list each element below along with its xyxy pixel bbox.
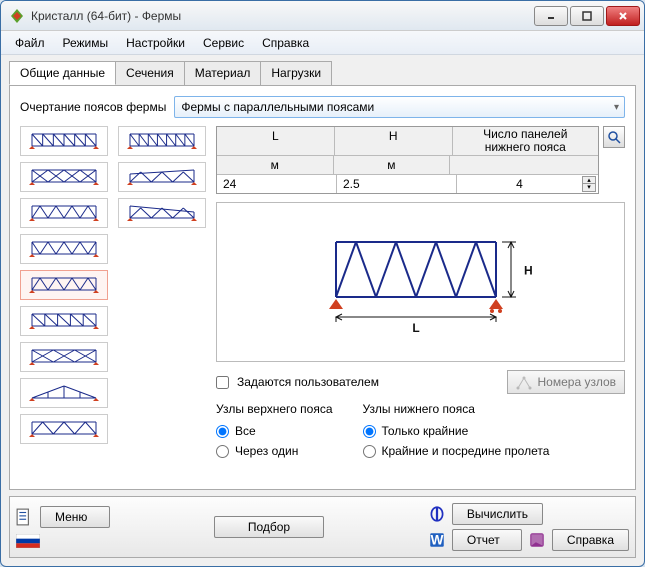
lower-nodes-group: Узлы нижнего пояса Только крайние Крайни… — [363, 402, 550, 458]
truss-thumb-5[interactable] — [20, 270, 108, 300]
report-button[interactable]: Отчет — [452, 529, 522, 551]
userdef-row: Задаются пользователем Номера узлов — [216, 370, 625, 394]
param-row: L H Число панелей нижнего пояса м м — [216, 126, 625, 194]
input-L[interactable]: 24 — [217, 175, 337, 193]
tab-loads[interactable]: Нагрузки — [260, 61, 332, 85]
lower-opt-ends[interactable]: Только крайние — [363, 424, 550, 438]
tab-general[interactable]: Общие данные — [9, 61, 116, 85]
button-bar-left: Меню — [16, 506, 110, 548]
app-window: Кристалл (64-бит) - Фермы Файл Режимы На… — [0, 0, 645, 567]
panels-spinner[interactable]: ▴▾ — [582, 176, 596, 192]
nodes-button[interactable]: Номера узлов — [507, 370, 626, 394]
truss-thumb-10[interactable] — [118, 126, 206, 156]
thumb-col-2 — [118, 126, 206, 479]
col-panels: Число панелей нижнего пояса — [453, 127, 598, 155]
menu-icon[interactable] — [16, 508, 34, 526]
compute-button[interactable]: Вычислить — [452, 503, 543, 525]
menu-button[interactable]: Меню — [40, 506, 110, 528]
param-table: L H Число панелей нижнего пояса м м — [216, 126, 599, 194]
magnify-button[interactable] — [603, 126, 625, 148]
minimize-button[interactable] — [534, 6, 568, 26]
thumb-col-1 — [20, 126, 108, 479]
podbor-button[interactable]: Подбор — [214, 516, 324, 538]
tab-sections[interactable]: Сечения — [115, 61, 185, 85]
button-bar: Меню Подбор Вычислить W Отчет Справка — [9, 496, 636, 558]
maximize-button[interactable] — [570, 6, 604, 26]
col-L: L — [217, 127, 335, 155]
menubar: Файл Режимы Настройки Сервис Справка — [1, 31, 644, 55]
menu-settings[interactable]: Настройки — [118, 33, 193, 53]
right-pane: L H Число панелей нижнего пояса м м — [216, 126, 625, 479]
lower-title: Узлы нижнего пояса — [363, 402, 550, 416]
tabstrip: Общие данные Сечения Материал Нагрузки — [9, 61, 636, 85]
outline-label: Очертание поясов фермы — [20, 100, 166, 114]
unit-H: м — [334, 156, 451, 174]
menu-help[interactable]: Справка — [254, 33, 317, 53]
truss-thumb-7[interactable] — [20, 342, 108, 372]
menu-modes[interactable]: Режимы — [55, 33, 117, 53]
outline-dropdown[interactable]: Фермы с параллельными поясами — [174, 96, 625, 118]
truss-thumb-12[interactable] — [118, 198, 206, 228]
truss-thumb-8[interactable] — [20, 378, 108, 408]
upper-title: Узлы верхнего пояса — [216, 402, 333, 416]
upper-nodes-group: Узлы верхнего пояса Все Через один — [216, 402, 333, 458]
radio-columns: Узлы верхнего пояса Все Через один Узлы … — [216, 402, 625, 458]
flag-icon[interactable] — [16, 534, 40, 548]
window-title: Кристалл (64-бит) - Фермы — [31, 9, 534, 23]
truss-preview: LH — [216, 202, 625, 362]
tab-panel: Очертание поясов фермы Фермы с параллель… — [9, 85, 636, 490]
client-area: Общие данные Сечения Материал Нагрузки О… — [1, 55, 644, 566]
button-bar-right: Вычислить W Отчет Справка — [428, 503, 629, 551]
svg-text:W: W — [431, 533, 444, 548]
titlebar: Кристалл (64-бит) - Фермы — [1, 1, 644, 31]
compute-icon — [428, 505, 446, 523]
col-H: H — [335, 127, 453, 155]
report-icon: W — [428, 531, 446, 549]
window-controls — [534, 6, 640, 26]
truss-thumb-11[interactable] — [118, 162, 206, 192]
body-area: L H Число панелей нижнего пояса м м — [20, 126, 625, 479]
truss-thumb-6[interactable] — [20, 306, 108, 336]
unit-L: м — [217, 156, 334, 174]
input-panels[interactable]: 4 ▴▾ — [457, 175, 598, 193]
userdef-label: Задаются пользователем — [237, 375, 379, 389]
close-button[interactable] — [606, 6, 640, 26]
truss-thumb-2[interactable] — [20, 162, 108, 192]
truss-thumb-4[interactable] — [20, 234, 108, 264]
button-bar-center: Подбор — [126, 516, 412, 538]
upper-opt-alt[interactable]: Через один — [216, 444, 333, 458]
input-H[interactable]: 2.5 — [337, 175, 457, 193]
svg-text:H: H — [524, 264, 533, 278]
outline-value: Фермы с параллельными поясами — [181, 100, 374, 114]
tab-material[interactable]: Материал — [184, 61, 262, 85]
truss-thumb-1[interactable] — [20, 126, 108, 156]
outline-row: Очертание поясов фермы Фермы с параллель… — [20, 96, 625, 118]
menu-file[interactable]: Файл — [7, 33, 53, 53]
app-icon — [9, 8, 25, 24]
nodes-icon — [516, 374, 532, 390]
truss-thumb-9[interactable] — [20, 414, 108, 444]
upper-opt-all[interactable]: Все — [216, 424, 333, 438]
lower-opt-mid[interactable]: Крайние и посредине пролета — [363, 444, 550, 458]
svg-text:L: L — [412, 321, 419, 335]
truss-thumb-3[interactable] — [20, 198, 108, 228]
help-button[interactable]: Справка — [552, 529, 629, 551]
userdef-checkbox[interactable] — [216, 376, 229, 389]
help-icon — [528, 531, 546, 549]
menu-service[interactable]: Сервис — [195, 33, 252, 53]
